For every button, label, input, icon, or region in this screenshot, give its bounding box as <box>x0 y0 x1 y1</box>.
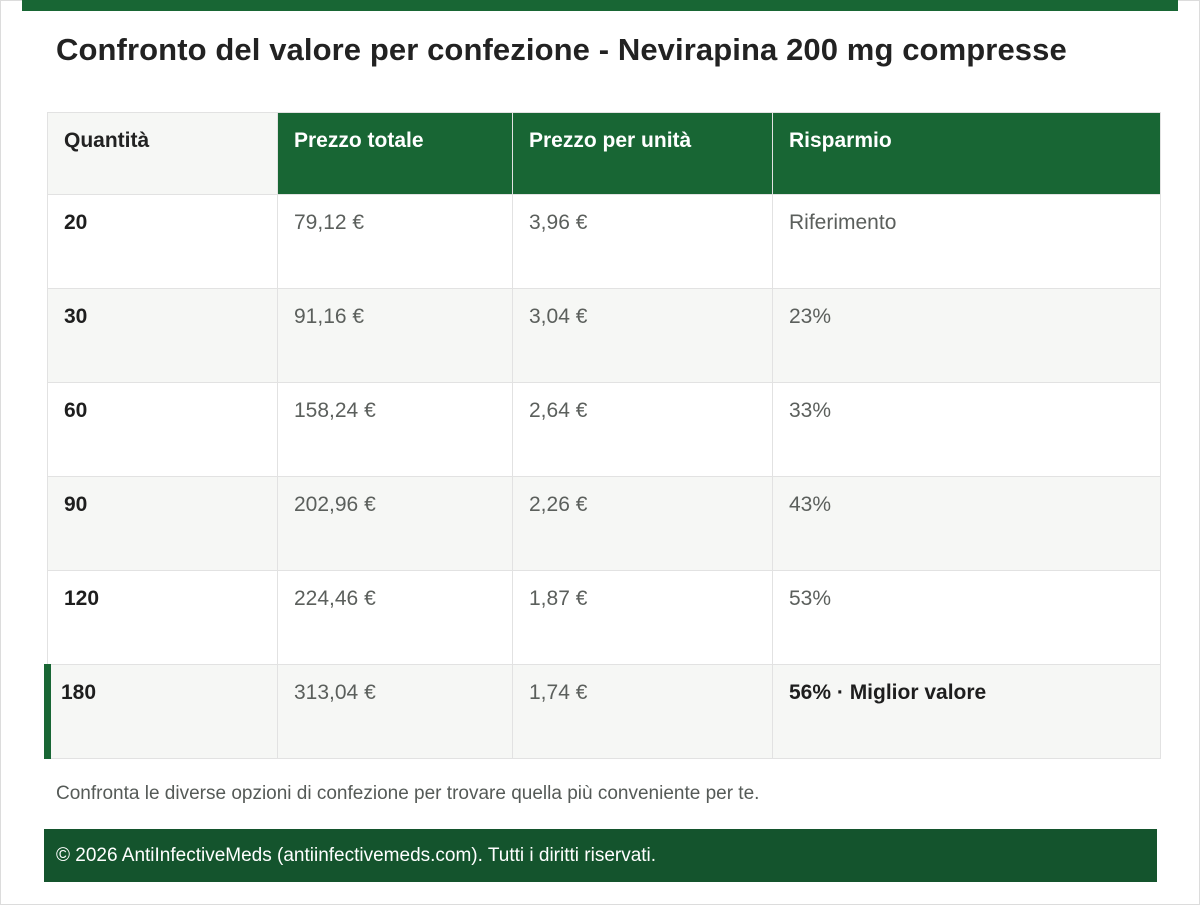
cell-unit-price: 3,96 € <box>512 194 773 289</box>
top-accent-bar <box>22 0 1178 11</box>
cell-savings: 43% <box>772 476 1161 571</box>
cell-quantity: 60 <box>47 382 278 477</box>
price-comparison-table: Quantità Prezzo totale Prezzo per unità … <box>44 112 1161 759</box>
table-row-best-value: 180 313,04 € 1,74 € 56% · Miglior valore <box>44 664 1161 759</box>
header-unit-price: Prezzo per unità <box>512 112 773 195</box>
cell-total-price: 313,04 € <box>277 664 513 759</box>
header-savings: Risparmio <box>772 112 1161 195</box>
cell-quantity: 30 <box>47 288 278 383</box>
header-quantity: Quantità <box>47 112 278 195</box>
table-row: 120 224,46 € 1,87 € 53% <box>47 570 1161 665</box>
header-total-price: Prezzo totale <box>277 112 513 195</box>
cell-quantity: 180 <box>44 664 278 759</box>
cell-savings: 53% <box>772 570 1161 665</box>
cell-unit-price: 2,26 € <box>512 476 773 571</box>
cell-unit-price: 1,87 € <box>512 570 773 665</box>
cell-savings: 23% <box>772 288 1161 383</box>
cell-total-price: 91,16 € <box>277 288 513 383</box>
cell-unit-price: 1,74 € <box>512 664 773 759</box>
cell-total-price: 202,96 € <box>277 476 513 571</box>
cell-total-price: 224,46 € <box>277 570 513 665</box>
page-title: Confronto del valore per confezione - Ne… <box>56 32 1067 67</box>
cell-total-price: 79,12 € <box>277 194 513 289</box>
table-row: 60 158,24 € 2,64 € 33% <box>47 382 1161 477</box>
table-row: 20 79,12 € 3,96 € Riferimento <box>47 194 1161 289</box>
cell-unit-price: 2,64 € <box>512 382 773 477</box>
cell-unit-price: 3,04 € <box>512 288 773 383</box>
cell-total-price: 158,24 € <box>277 382 513 477</box>
cell-savings: 33% <box>772 382 1161 477</box>
table-row: 30 91,16 € 3,04 € 23% <box>47 288 1161 383</box>
footer: © 2026 AntiInfectiveMeds (antiinfectivem… <box>44 829 1157 882</box>
cell-quantity: 120 <box>47 570 278 665</box>
table-header-row: Quantità Prezzo totale Prezzo per unità … <box>47 112 1161 195</box>
table-row: 90 202,96 € 2,26 € 43% <box>47 476 1161 571</box>
cell-savings: Riferimento <box>772 194 1161 289</box>
copyright-text: © 2026 AntiInfectiveMeds (antiinfectivem… <box>56 845 657 866</box>
cell-quantity: 90 <box>47 476 278 571</box>
cell-quantity: 20 <box>47 194 278 289</box>
cell-savings-best-value: 56% · Miglior valore <box>772 664 1161 759</box>
comparison-note: Confronta le diverse opzioni di confezio… <box>56 783 760 804</box>
